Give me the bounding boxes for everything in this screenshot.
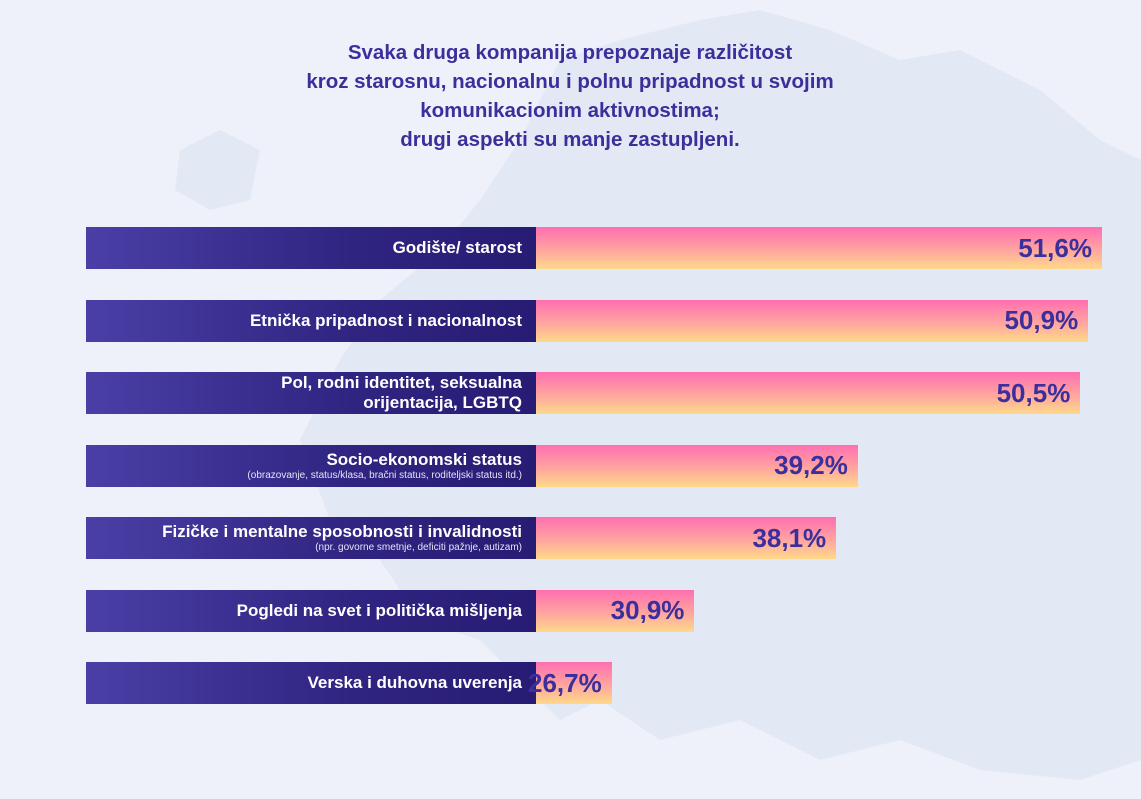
bar-label-text: Pogledi na svet i politička mišljenja bbox=[236, 600, 522, 620]
bar-label-text: orijentacija, LGBTQ bbox=[363, 393, 522, 412]
bar-value-segment: 50,5% bbox=[536, 372, 1081, 414]
title-line: komunikacionim aktivnostima; bbox=[420, 99, 720, 122]
bar-label: Godište/ starost bbox=[86, 227, 536, 269]
bar-value-segment: 26,7% bbox=[528, 662, 612, 704]
bar-label: Pol, rodni identitet, seksualna orijentac… bbox=[86, 372, 536, 414]
bar-label-text: Godište/ starost bbox=[392, 238, 522, 257]
bar-label-text: Pol, rodni identitet, seksualna bbox=[281, 373, 522, 392]
bar-label: Verska i duhovna uverenja bbox=[86, 662, 536, 704]
bar-value-label: 51,6% bbox=[1018, 232, 1092, 263]
bar-value-label: 39,2% bbox=[774, 450, 848, 480]
bar-label: Etnička pripadnost i nacionalnost bbox=[86, 299, 536, 342]
bar-label: Socio-ekonomski status (obrazovanje, stat… bbox=[86, 444, 536, 487]
bar-label-text: Verska i duhovna uverenja bbox=[307, 673, 522, 692]
bar-label-text: Socio-ekonomski status bbox=[326, 449, 522, 469]
bar-value-label: 30,9% bbox=[610, 595, 685, 625]
bar-value-segment: 51,6% bbox=[536, 227, 1102, 269]
bar-value-label: 50,5% bbox=[996, 377, 1071, 408]
bar-value-segment: 38,1% bbox=[536, 517, 837, 559]
bar-value-label: 50,9% bbox=[1004, 305, 1079, 335]
bar-value-segment: 39,2% bbox=[536, 444, 858, 487]
bar-sublabel: (npr. govorne smetnje, deficiti pažnje, … bbox=[315, 542, 522, 553]
bar-value-label: 38,1% bbox=[752, 522, 827, 553]
bar-label-text: Etnička pripadnost i nacionalnost bbox=[249, 310, 522, 330]
bar-value-segment: 50,9% bbox=[536, 299, 1089, 342]
map-shape-island bbox=[175, 130, 260, 210]
bar-sublabel: (obrazovanje, status/klasa, bračni statu… bbox=[247, 469, 522, 481]
bar-value-segment: 30,9% bbox=[536, 589, 695, 632]
title-line: Svaka druga kompanija prepoznaje različi… bbox=[347, 41, 793, 64]
bar-value-label: 26,7% bbox=[527, 667, 602, 698]
chart-title: Svaka druga kompanija prepoznaje različi… bbox=[170, 38, 970, 154]
title-line: kroz starosnu, nacionalnu i polnu pripad… bbox=[306, 70, 834, 93]
bar-label-text: Fizičke i mentalne sposobnosti i invalid… bbox=[162, 522, 522, 541]
title-line: drugi aspekti su manje zastupljeni. bbox=[400, 128, 740, 151]
bar-label: Pogledi na svet i politička mišljenja bbox=[86, 589, 536, 632]
bar-label: Fizičke i mentalne sposobnosti i invalid… bbox=[86, 517, 536, 559]
